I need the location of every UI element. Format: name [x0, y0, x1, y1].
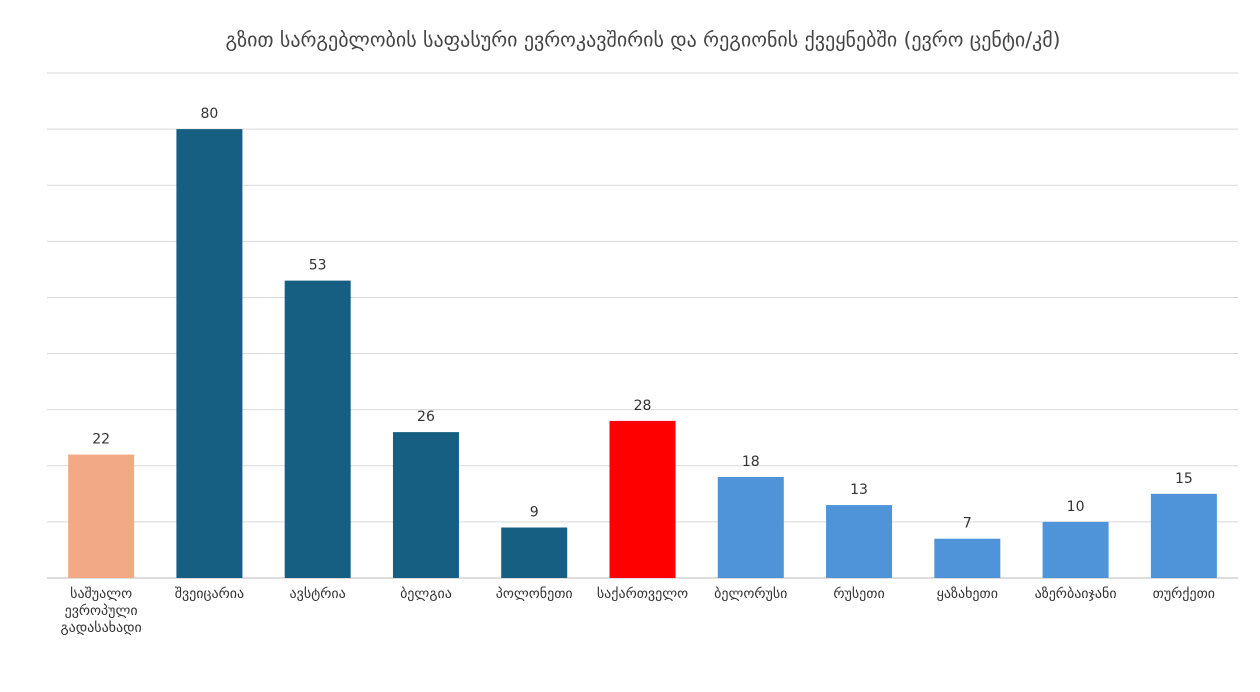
chart-title: გზით სარგებლობის საფასური ევროკავშირის დ… [226, 28, 1061, 52]
bar [392, 432, 459, 578]
bar [1150, 493, 1217, 578]
x-tick-label-box: აზერბაიჯანი [1034, 586, 1117, 602]
bar [176, 129, 243, 578]
bar [609, 420, 676, 578]
x-tick-label-box: ავსტრია [289, 586, 346, 602]
x-tick-label: პოლონეთი [495, 586, 573, 602]
x-tick-label-box: ბელორუსი [714, 586, 788, 602]
x-tick-label: საშუალო ევროპული გადასახადი [60, 586, 142, 636]
value-label: 53 [309, 258, 327, 274]
bar [826, 505, 893, 578]
bar [284, 280, 351, 578]
x-tick-label: შვეიცარია [174, 586, 245, 602]
x-tick-label-box: შვეიცარია [174, 586, 245, 602]
value-label: 26 [417, 409, 435, 425]
x-tick-label-box: რუსეთი [833, 586, 885, 602]
bar [68, 454, 135, 578]
value-label: 18 [742, 454, 760, 470]
value-label: 80 [200, 106, 218, 122]
x-tick-label: თურქეთი [1152, 586, 1216, 602]
x-tick-label-box: ყაზახეთი [936, 586, 998, 602]
x-tick-label-box: ბელგია [400, 586, 452, 602]
value-label: 15 [1175, 471, 1193, 487]
x-tick-label: ბელგია [400, 586, 452, 602]
x-tick-label: რუსეთი [833, 586, 885, 602]
value-label: 13 [850, 482, 868, 498]
x-tick-label: ყაზახეთი [936, 586, 998, 602]
x-tick-label: საქართველო [596, 586, 689, 602]
x-tick-label: აზერბაიჯანი [1034, 586, 1117, 602]
bar [934, 538, 1001, 578]
value-label: 10 [1067, 499, 1085, 515]
value-label: 28 [634, 398, 652, 414]
value-label: 22 [92, 432, 110, 448]
x-tick-label-box: თურქეთი [1152, 586, 1216, 602]
bar [717, 477, 784, 578]
bar [1042, 521, 1109, 578]
bar [501, 527, 568, 578]
x-tick-label: ავსტრია [289, 586, 346, 602]
x-tick-label-box: საშუალო ევროპული გადასახადი [60, 586, 142, 636]
x-tick-label: ბელორუსი [714, 586, 788, 602]
x-tick-label-box: საქართველო [596, 586, 689, 602]
value-label: 9 [530, 505, 539, 521]
x-tick-label-box: პოლონეთი [495, 586, 573, 602]
value-label: 7 [963, 516, 972, 532]
